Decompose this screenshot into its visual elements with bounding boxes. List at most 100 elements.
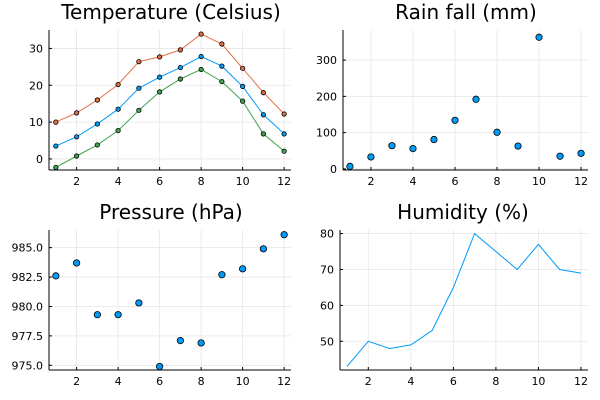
panel-pressure: Pressure (hPa) 2 4 6 8 10 12 975.0 977.5 980.0 98… [12,200,292,388]
rainfall-point [430,135,438,144]
rainfall-y-tick-label: 200 [316,90,337,103]
pressure-x-tick-label: 8 [198,375,205,388]
humidity-y-tick-label: 50 [320,335,334,348]
temperature-series-3-point [115,127,121,134]
temperature-series-1-point [281,111,287,117]
rainfall-x-tick-label: 12 [574,175,588,188]
rainfall-point [451,116,459,124]
temperature-series-3-point [198,66,204,73]
temperature-series-3-line [55,68,285,168]
temperature-series-1-point [157,54,163,60]
rainfall-title: Rain fall (mm) [395,0,537,24]
humidity-y-tick-label: 60 [320,299,334,312]
pressure-x-tick-label: 12 [277,375,291,388]
pressure-point [197,339,205,347]
rainfall-y-tick-label: 300 [316,54,337,67]
temperature-series-1-line [55,33,285,123]
temperature-series-3-point [157,89,163,95]
temperature-y-tick-label: 30 [29,42,43,55]
humidity-title: Humidity (%) [397,200,529,224]
temperature-series-3-point [260,131,266,137]
pressure-x-tick-label: 10 [236,375,250,388]
temperature-series-1-point [53,119,59,125]
humidity-y-tick-label: 80 [320,228,334,241]
temperature-series-2-line [55,55,285,147]
temperature-series-2-point [219,63,225,69]
temperature-x-tick-label: 8 [198,175,205,188]
temperature-series-3-point [74,153,80,159]
rainfall-point [472,95,480,103]
temperature-x-tick-label: 4 [115,175,122,188]
temperature-x-tick-label: 10 [236,175,250,188]
humidity-x-tick-label: 2 [365,375,372,388]
temperature-series-3-point [53,164,59,171]
temperature-series-1-point [136,59,142,65]
temperature-series-1-point [74,110,80,116]
temperature-series-2-point [177,64,183,71]
humidity-x-tick-label: 8 [492,375,499,388]
temperature-series-2-point [240,83,246,89]
rainfall-point [493,128,501,136]
rainfall-point [388,142,396,150]
pressure-point [156,362,164,371]
temperature-series-1-point [115,81,121,88]
pressure-point [239,265,247,273]
temperature-series-3-point [281,148,287,154]
pressure-point [259,245,267,253]
temperature-series-1-point [240,65,246,71]
pressure-title: Pressure (hPa) [99,200,242,224]
rainfall-x-tick-label: 2 [367,175,374,188]
pressure-point [114,311,122,319]
pressure-x-tick-label: 4 [115,375,122,388]
temperature-series-2-point [260,112,266,118]
humidity-x-tick-label: 12 [574,375,588,388]
temperature-series-3-point [240,98,246,104]
rainfall-point [346,162,354,170]
temperature-series-2-point [157,74,163,80]
pressure-x-tick-label: 6 [156,375,163,388]
temperature-title: Temperature (Celsius) [60,0,281,24]
temperature-series-3-point [177,76,183,82]
rainfall-x-tick-label: 10 [532,175,546,188]
temperature-series-1-point [177,47,183,53]
rainfall-x-tick-label: 4 [409,175,416,188]
rainfall-y-tick-label: 100 [316,127,337,140]
pressure-point [218,271,226,279]
humidity-x-tick-label: 6 [450,375,457,388]
pressure-point [135,299,143,307]
temperature-series-1-point [94,97,100,103]
pressure-y-tick-label: 985.0 [12,242,44,255]
panel-temperature: Temperature (Celsius) 2 4 6 8 10 12 0 10 20 30 [29,0,291,188]
rainfall-x-tick-label: 8 [494,175,501,188]
rainfall-y-tick-label: 0 [330,163,337,176]
temperature-series-1-point [198,31,204,37]
pressure-y-tick-label: 977.5 [12,330,44,343]
temperature-series-2-point [53,143,59,149]
temperature-series-1-point [219,41,225,47]
temperature-series-2-point [74,134,80,140]
humidity-x-tick-label: 10 [531,375,545,388]
rainfall-point [535,33,543,41]
temperature-series-2-point [198,53,204,60]
pressure-point [73,259,81,267]
temperature-series-2-point [115,106,121,112]
rainfall-point [514,142,522,150]
pressure-y-tick-label: 980.0 [12,300,44,313]
pressure-point [93,311,101,319]
humidity-series-1-line [346,232,582,367]
pressure-point [52,272,60,280]
temperature-y-tick-label: 20 [29,79,43,92]
temperature-series-1-point [260,90,266,96]
pressure-x-tick-label: 2 [73,375,80,388]
pressure-y-tick-label: 975.0 [12,359,44,372]
rainfall-point [367,153,375,161]
temperature-y-tick-label: 0 [36,153,43,166]
temperature-series-2-point [94,121,100,127]
humidity-x-tick-label: 4 [407,375,414,388]
temperature-series-2-point [136,85,142,91]
rainfall-point [556,152,564,160]
temperature-series-3-point [94,142,100,148]
temperature-series-3-point [219,78,225,85]
temperature-y-tick-label: 10 [29,116,43,129]
